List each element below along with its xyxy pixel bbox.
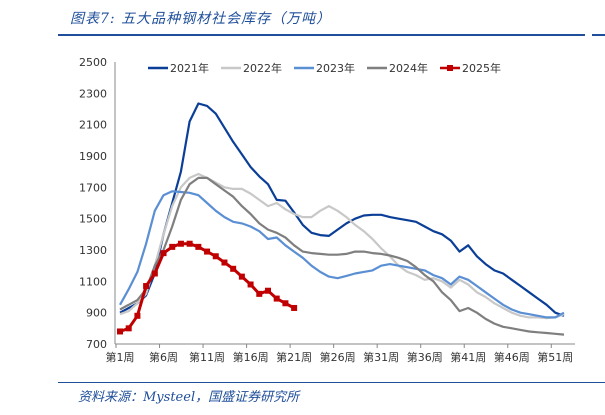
- data-point: [204, 248, 211, 255]
- data-point: [291, 304, 298, 311]
- data-point: [186, 240, 193, 247]
- y-tick-label: 700: [86, 338, 107, 351]
- legend-label: 2025年: [462, 61, 501, 75]
- x-tick-label: 第16周: [233, 350, 269, 364]
- chart-title: 图表7: 五大品种钢材社会库存（万吨）: [70, 11, 332, 27]
- data-point: [143, 283, 150, 290]
- series-line-2022: [119, 172, 565, 320]
- inventory-line-chart: 700 900 1100 1300 1500 1700 1900 2100 2300 2500 第1…: [79, 56, 575, 364]
- footer-divider: [58, 382, 605, 383]
- header-divider: [58, 34, 585, 36]
- data-point: [273, 295, 280, 302]
- x-tick-label: 第21周: [276, 350, 312, 364]
- header-divider-end: [592, 34, 605, 36]
- x-tick-label: 第46周: [494, 350, 530, 364]
- legend-marker: [447, 65, 453, 71]
- data-point: [195, 243, 202, 250]
- series-line-2024: [119, 176, 565, 336]
- x-tick-label: 第6周: [149, 350, 178, 364]
- data-point: [282, 300, 289, 307]
- data-point: [125, 325, 132, 332]
- data-point: [238, 273, 245, 280]
- data-point: [160, 250, 167, 257]
- data-point: [265, 287, 271, 294]
- y-tick-label: 1100: [79, 275, 107, 288]
- data-point: [151, 270, 158, 277]
- data-point: [169, 243, 176, 250]
- y-tick-label: 1500: [79, 213, 107, 226]
- legend-label: 2024年: [389, 61, 428, 75]
- data-point: [256, 290, 263, 297]
- data-point: [230, 265, 237, 272]
- y-tick-label: 1900: [79, 150, 107, 163]
- y-tick-label: 1300: [79, 244, 107, 257]
- series-line-2023: [119, 190, 565, 319]
- x-tick-label: 第36周: [407, 350, 443, 364]
- y-tick-label: 2500: [79, 56, 107, 69]
- x-tick-label: 第51周: [537, 350, 573, 364]
- legend-label: 2021年: [170, 61, 209, 75]
- y-tick-label: 2100: [79, 119, 107, 132]
- x-tick-label: 第31周: [363, 350, 399, 364]
- data-point: [221, 259, 228, 266]
- legend-label: 2022年: [243, 61, 282, 75]
- series-line-2021: [119, 102, 565, 317]
- x-tick-label: 第41周: [450, 350, 486, 364]
- data-point: [247, 281, 254, 288]
- y-tick-label: 2300: [79, 87, 107, 100]
- source-note: 资料来源：Mysteel，国盛证券研究所: [78, 390, 300, 405]
- data-point: [177, 240, 184, 247]
- data-point: [212, 253, 219, 260]
- x-tick-label: 第11周: [189, 350, 225, 364]
- data-point: [134, 312, 141, 319]
- data-point: [117, 328, 123, 335]
- y-tick-label: 1700: [79, 181, 107, 194]
- y-tick-label: 900: [86, 307, 107, 320]
- x-tick-label: 第1周: [106, 350, 135, 364]
- x-tick-label: 第26周: [320, 350, 356, 364]
- legend-label: 2023年: [316, 61, 355, 75]
